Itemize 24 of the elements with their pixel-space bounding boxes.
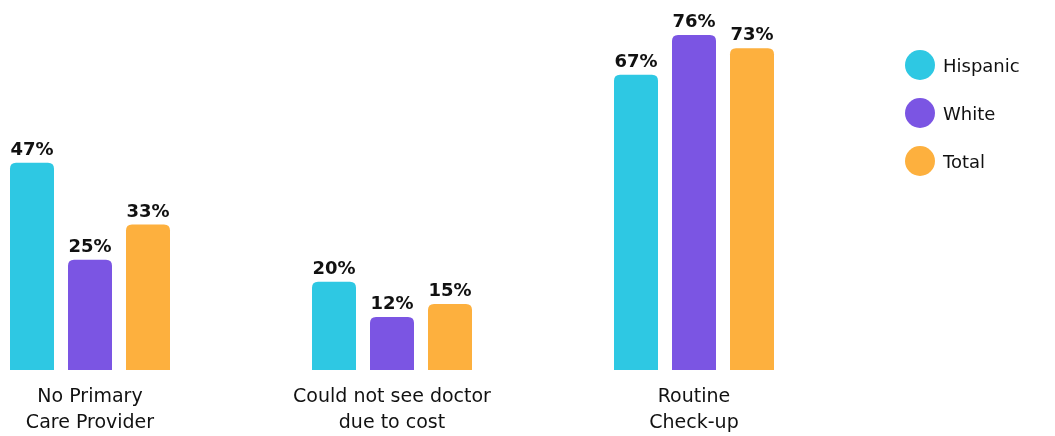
bar xyxy=(614,74,658,370)
data-label: 73% xyxy=(730,23,774,45)
data-label: 76% xyxy=(672,10,716,31)
legend-label: White xyxy=(943,103,996,124)
bar xyxy=(312,281,356,370)
bar xyxy=(68,259,112,370)
bar xyxy=(126,224,170,370)
data-label: 15% xyxy=(428,278,472,300)
bar xyxy=(730,48,774,370)
data-label: 47% xyxy=(10,137,54,159)
legend-label: Total xyxy=(942,151,986,172)
bar xyxy=(428,303,472,370)
data-label: 12% xyxy=(370,292,414,314)
data-label: 25% xyxy=(68,234,112,256)
legend-label: Hispanic xyxy=(943,55,1020,76)
x-tick-label: Could not see doctor due to cost xyxy=(293,384,492,432)
data-label: 67% xyxy=(614,49,658,71)
data-label: 20% xyxy=(312,256,356,278)
bar xyxy=(10,162,54,370)
bar xyxy=(370,317,414,370)
data-label: 33% xyxy=(126,199,170,221)
x-tick-label: Routine Check-up xyxy=(649,384,739,432)
bar xyxy=(672,35,716,370)
x-tick-label: No Primary Care Provider xyxy=(25,384,155,432)
